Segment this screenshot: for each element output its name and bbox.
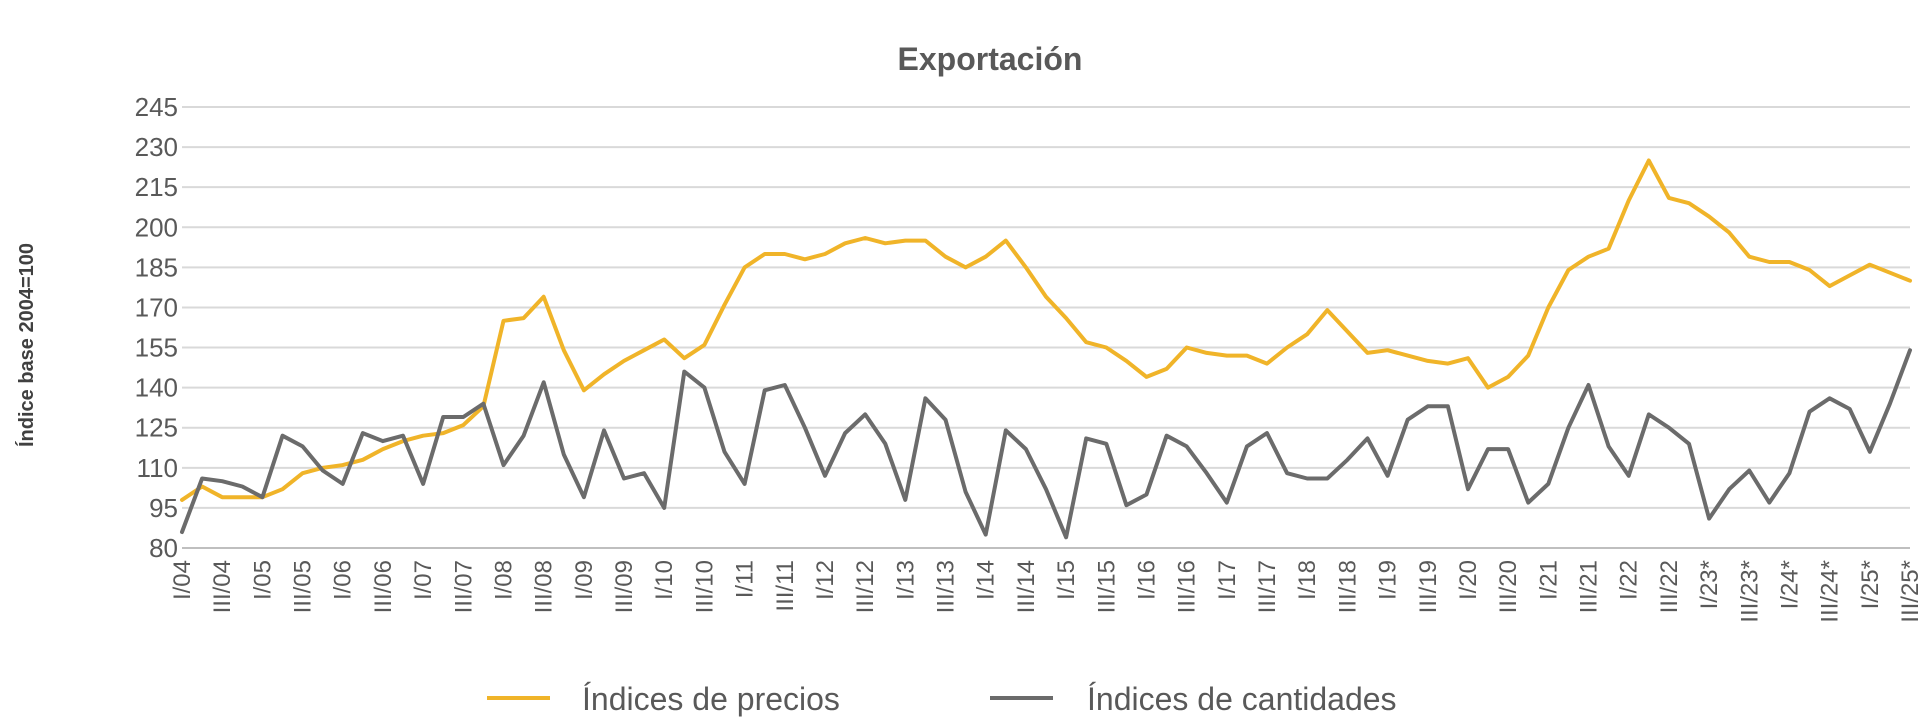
x-tick-label: I/22 (1616, 560, 1643, 600)
x-tick-label: I/12 (812, 560, 839, 600)
x-tick-label: I/07 (410, 560, 437, 600)
x-tick-label: III/06 (370, 560, 397, 613)
x-tick-label: III/20 (1495, 560, 1522, 613)
y-axis-ticks: 80 95 110 125 140 155 170 185 200 215 230 245 (135, 92, 178, 563)
x-tick-label: I/06 (330, 560, 357, 600)
x-tick-label: III/15 (1093, 560, 1120, 613)
x-axis-ticks: I/04 III/04 I/05 III/05 I/06 III/06 I/07 III/07… (169, 560, 1924, 623)
x-tick-label: I/21 (1535, 560, 1562, 600)
legend-label-cantidades: Índices de cantidades (1087, 681, 1397, 717)
x-tick-label: I/23* (1696, 560, 1723, 609)
y-tick-label: 110 (137, 453, 178, 483)
x-tick-label: III/05 (290, 560, 317, 613)
legend-label-precios: Índices de precios (582, 681, 840, 717)
chart-title: Exportación (898, 41, 1083, 77)
x-tick-label: III/07 (450, 560, 477, 613)
series-line-precios (180, 158, 1912, 502)
x-tick-label: III/19 (1415, 560, 1442, 613)
x-tick-label: III/12 (852, 560, 879, 613)
series-line-cantidades (180, 348, 1912, 540)
x-tick-label: I/08 (490, 560, 517, 600)
x-tick-label: III/25* (1897, 560, 1924, 623)
y-tick-label: 140 (135, 373, 178, 403)
y-tick-label: 95 (149, 493, 178, 523)
x-tick-label: I/19 (1375, 560, 1402, 600)
x-tick-label: I/09 (571, 560, 598, 600)
x-tick-label: I/04 (169, 560, 196, 600)
y-tick-label: 155 (135, 333, 178, 363)
y-tick-label: 215 (135, 172, 178, 202)
x-tick-label: III/17 (1254, 560, 1281, 613)
x-tick-label: III/08 (531, 560, 558, 613)
x-tick-label: I/18 (1294, 560, 1321, 600)
x-tick-label: I/16 (1133, 560, 1160, 600)
y-axis-label: Índice base 2004=100 (15, 243, 38, 447)
x-tick-label: III/04 (209, 560, 236, 613)
x-tick-label: III/18 (1334, 560, 1361, 613)
x-tick-label: III/11 (772, 560, 799, 612)
x-tick-label: I/24* (1776, 560, 1803, 609)
y-tick-label: 200 (135, 212, 178, 242)
y-tick-label: 80 (149, 533, 178, 563)
y-tick-label: 170 (135, 292, 178, 322)
legend: Índices de precios Índices de cantidades (487, 681, 1397, 717)
x-tick-label: III/24* (1817, 560, 1844, 623)
y-tick-label: 125 (135, 413, 178, 443)
x-tick-label: III/16 (1174, 560, 1201, 613)
x-tick-label: I/05 (249, 560, 276, 600)
x-tick-label: III/14 (1013, 560, 1040, 613)
x-tick-label: I/20 (1455, 560, 1482, 600)
x-tick-label: III/21 (1576, 560, 1603, 613)
x-tick-label: III/09 (611, 560, 638, 613)
gridlines (182, 106, 1910, 549)
x-tick-label: I/10 (651, 560, 678, 600)
y-tick-label: 230 (135, 132, 178, 162)
y-tick-label: 245 (135, 92, 178, 122)
x-tick-label: III/13 (933, 560, 960, 613)
series-lines (180, 158, 1912, 540)
x-tick-label: III/10 (691, 560, 718, 613)
x-tick-label: III/22 (1656, 560, 1683, 613)
x-tick-label: I/13 (892, 560, 919, 600)
y-tick-label: 185 (135, 252, 178, 282)
x-tick-label: III/23* (1736, 560, 1763, 623)
x-tick-label: I/11 (732, 560, 759, 598)
x-tick-label: I/25* (1857, 560, 1884, 609)
x-tick-label: I/14 (973, 560, 1000, 600)
x-tick-label: I/15 (1053, 560, 1080, 600)
x-tick-label: I/17 (1214, 560, 1241, 600)
